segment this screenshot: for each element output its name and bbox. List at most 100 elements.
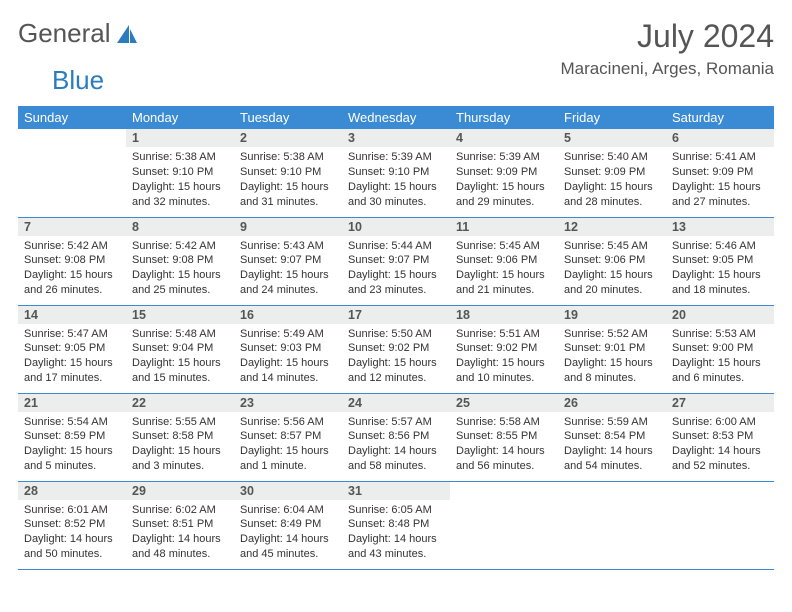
sunset-line: Sunset: 8:59 PM — [24, 429, 120, 444]
day-details: Sunrise: 5:59 AMSunset: 8:54 PMDaylight:… — [558, 412, 666, 478]
sunrise-line: Sunrise: 5:57 AM — [348, 415, 444, 430]
day-number: 28 — [18, 482, 126, 500]
sunset-line: Sunset: 9:07 PM — [348, 253, 444, 268]
calendar-cell: 19Sunrise: 5:52 AMSunset: 9:01 PMDayligh… — [558, 305, 666, 393]
day-details: Sunrise: 5:50 AMSunset: 9:02 PMDaylight:… — [342, 324, 450, 390]
day-details: Sunrise: 6:05 AMSunset: 8:48 PMDaylight:… — [342, 500, 450, 566]
weekday-header: Sunday — [18, 106, 126, 129]
sunset-line: Sunset: 8:54 PM — [564, 429, 660, 444]
calendar-cell: 29Sunrise: 6:02 AMSunset: 8:51 PMDayligh… — [126, 481, 234, 569]
sunrise-line: Sunrise: 5:38 AM — [240, 150, 336, 165]
day-details: Sunrise: 5:55 AMSunset: 8:58 PMDaylight:… — [126, 412, 234, 478]
sunset-line: Sunset: 8:57 PM — [240, 429, 336, 444]
day-number — [666, 482, 774, 500]
sunrise-line: Sunrise: 6:05 AM — [348, 503, 444, 518]
sunset-line: Sunset: 9:10 PM — [348, 165, 444, 180]
sunset-line: Sunset: 9:03 PM — [240, 341, 336, 356]
daylight-line: Daylight: 14 hours — [240, 532, 336, 547]
day-details: Sunrise: 5:57 AMSunset: 8:56 PMDaylight:… — [342, 412, 450, 478]
sunrise-line: Sunrise: 5:38 AM — [132, 150, 228, 165]
sunset-line: Sunset: 8:48 PM — [348, 517, 444, 532]
day-number: 8 — [126, 218, 234, 236]
day-number: 21 — [18, 394, 126, 412]
day-details: Sunrise: 6:00 AMSunset: 8:53 PMDaylight:… — [666, 412, 774, 478]
calendar-cell: 13Sunrise: 5:46 AMSunset: 9:05 PMDayligh… — [666, 217, 774, 305]
daylight-line: and 20 minutes. — [564, 283, 660, 298]
sunset-line: Sunset: 8:56 PM — [348, 429, 444, 444]
sunrise-line: Sunrise: 5:52 AM — [564, 327, 660, 342]
daylight-line: and 25 minutes. — [132, 283, 228, 298]
daylight-line: and 15 minutes. — [132, 371, 228, 386]
daylight-line: and 52 minutes. — [672, 459, 768, 474]
day-number: 23 — [234, 394, 342, 412]
day-number: 30 — [234, 482, 342, 500]
daylight-line: Daylight: 15 hours — [24, 444, 120, 459]
day-number: 9 — [234, 218, 342, 236]
day-details: Sunrise: 6:01 AMSunset: 8:52 PMDaylight:… — [18, 500, 126, 566]
calendar-cell: 18Sunrise: 5:51 AMSunset: 9:02 PMDayligh… — [450, 305, 558, 393]
month-title: July 2024 — [560, 18, 774, 55]
daylight-line: Daylight: 14 hours — [348, 532, 444, 547]
calendar-cell: 23Sunrise: 5:56 AMSunset: 8:57 PMDayligh… — [234, 393, 342, 481]
sunset-line: Sunset: 9:10 PM — [240, 165, 336, 180]
sunset-line: Sunset: 8:52 PM — [24, 517, 120, 532]
calendar-cell: 5Sunrise: 5:40 AMSunset: 9:09 PMDaylight… — [558, 129, 666, 217]
sail-icon — [115, 23, 141, 45]
daylight-line: Daylight: 15 hours — [240, 444, 336, 459]
day-number: 1 — [126, 129, 234, 147]
sunrise-line: Sunrise: 5:55 AM — [132, 415, 228, 430]
daylight-line: and 18 minutes. — [672, 283, 768, 298]
day-details: Sunrise: 5:49 AMSunset: 9:03 PMDaylight:… — [234, 324, 342, 390]
day-number: 19 — [558, 306, 666, 324]
calendar-cell: 16Sunrise: 5:49 AMSunset: 9:03 PMDayligh… — [234, 305, 342, 393]
daylight-line: and 10 minutes. — [456, 371, 552, 386]
sunrise-line: Sunrise: 5:41 AM — [672, 150, 768, 165]
day-number: 14 — [18, 306, 126, 324]
day-number: 16 — [234, 306, 342, 324]
sunrise-line: Sunrise: 5:42 AM — [24, 239, 120, 254]
daylight-line: Daylight: 14 hours — [24, 532, 120, 547]
calendar-row: 14Sunrise: 5:47 AMSunset: 9:05 PMDayligh… — [18, 305, 774, 393]
calendar-cell: 4Sunrise: 5:39 AMSunset: 9:09 PMDaylight… — [450, 129, 558, 217]
calendar-row: 7Sunrise: 5:42 AMSunset: 9:08 PMDaylight… — [18, 217, 774, 305]
sunset-line: Sunset: 9:06 PM — [456, 253, 552, 268]
daylight-line: and 58 minutes. — [348, 459, 444, 474]
daylight-line: and 17 minutes. — [24, 371, 120, 386]
calendar-cell: 12Sunrise: 5:45 AMSunset: 9:06 PMDayligh… — [558, 217, 666, 305]
sunset-line: Sunset: 8:55 PM — [456, 429, 552, 444]
daylight-line: and 30 minutes. — [348, 195, 444, 210]
daylight-line: and 50 minutes. — [24, 547, 120, 562]
day-number: 22 — [126, 394, 234, 412]
sunrise-line: Sunrise: 5:50 AM — [348, 327, 444, 342]
daylight-line: Daylight: 15 hours — [672, 356, 768, 371]
sunset-line: Sunset: 8:53 PM — [672, 429, 768, 444]
daylight-line: and 3 minutes. — [132, 459, 228, 474]
day-number: 25 — [450, 394, 558, 412]
sunrise-line: Sunrise: 5:58 AM — [456, 415, 552, 430]
day-number: 29 — [126, 482, 234, 500]
calendar-cell: 2Sunrise: 5:38 AMSunset: 9:10 PMDaylight… — [234, 129, 342, 217]
day-number: 20 — [666, 306, 774, 324]
daylight-line: Daylight: 15 hours — [348, 268, 444, 283]
calendar-cell: 22Sunrise: 5:55 AMSunset: 8:58 PMDayligh… — [126, 393, 234, 481]
day-number — [18, 129, 126, 147]
calendar-cell: 8Sunrise: 5:42 AMSunset: 9:08 PMDaylight… — [126, 217, 234, 305]
calendar-cell — [450, 481, 558, 569]
daylight-line: and 5 minutes. — [24, 459, 120, 474]
day-details: Sunrise: 5:38 AMSunset: 9:10 PMDaylight:… — [126, 147, 234, 213]
sunset-line: Sunset: 9:02 PM — [348, 341, 444, 356]
sunrise-line: Sunrise: 5:45 AM — [456, 239, 552, 254]
daylight-line: and 27 minutes. — [672, 195, 768, 210]
daylight-line: Daylight: 15 hours — [132, 444, 228, 459]
day-number — [558, 482, 666, 500]
weekday-header: Monday — [126, 106, 234, 129]
calendar-cell: 24Sunrise: 5:57 AMSunset: 8:56 PMDayligh… — [342, 393, 450, 481]
daylight-line: and 31 minutes. — [240, 195, 336, 210]
day-details: Sunrise: 5:45 AMSunset: 9:06 PMDaylight:… — [558, 236, 666, 302]
sunset-line: Sunset: 9:09 PM — [564, 165, 660, 180]
sunset-line: Sunset: 8:58 PM — [132, 429, 228, 444]
daylight-line: and 56 minutes. — [456, 459, 552, 474]
sunrise-line: Sunrise: 5:39 AM — [348, 150, 444, 165]
day-details: Sunrise: 5:47 AMSunset: 9:05 PMDaylight:… — [18, 324, 126, 390]
daylight-line: Daylight: 15 hours — [672, 180, 768, 195]
